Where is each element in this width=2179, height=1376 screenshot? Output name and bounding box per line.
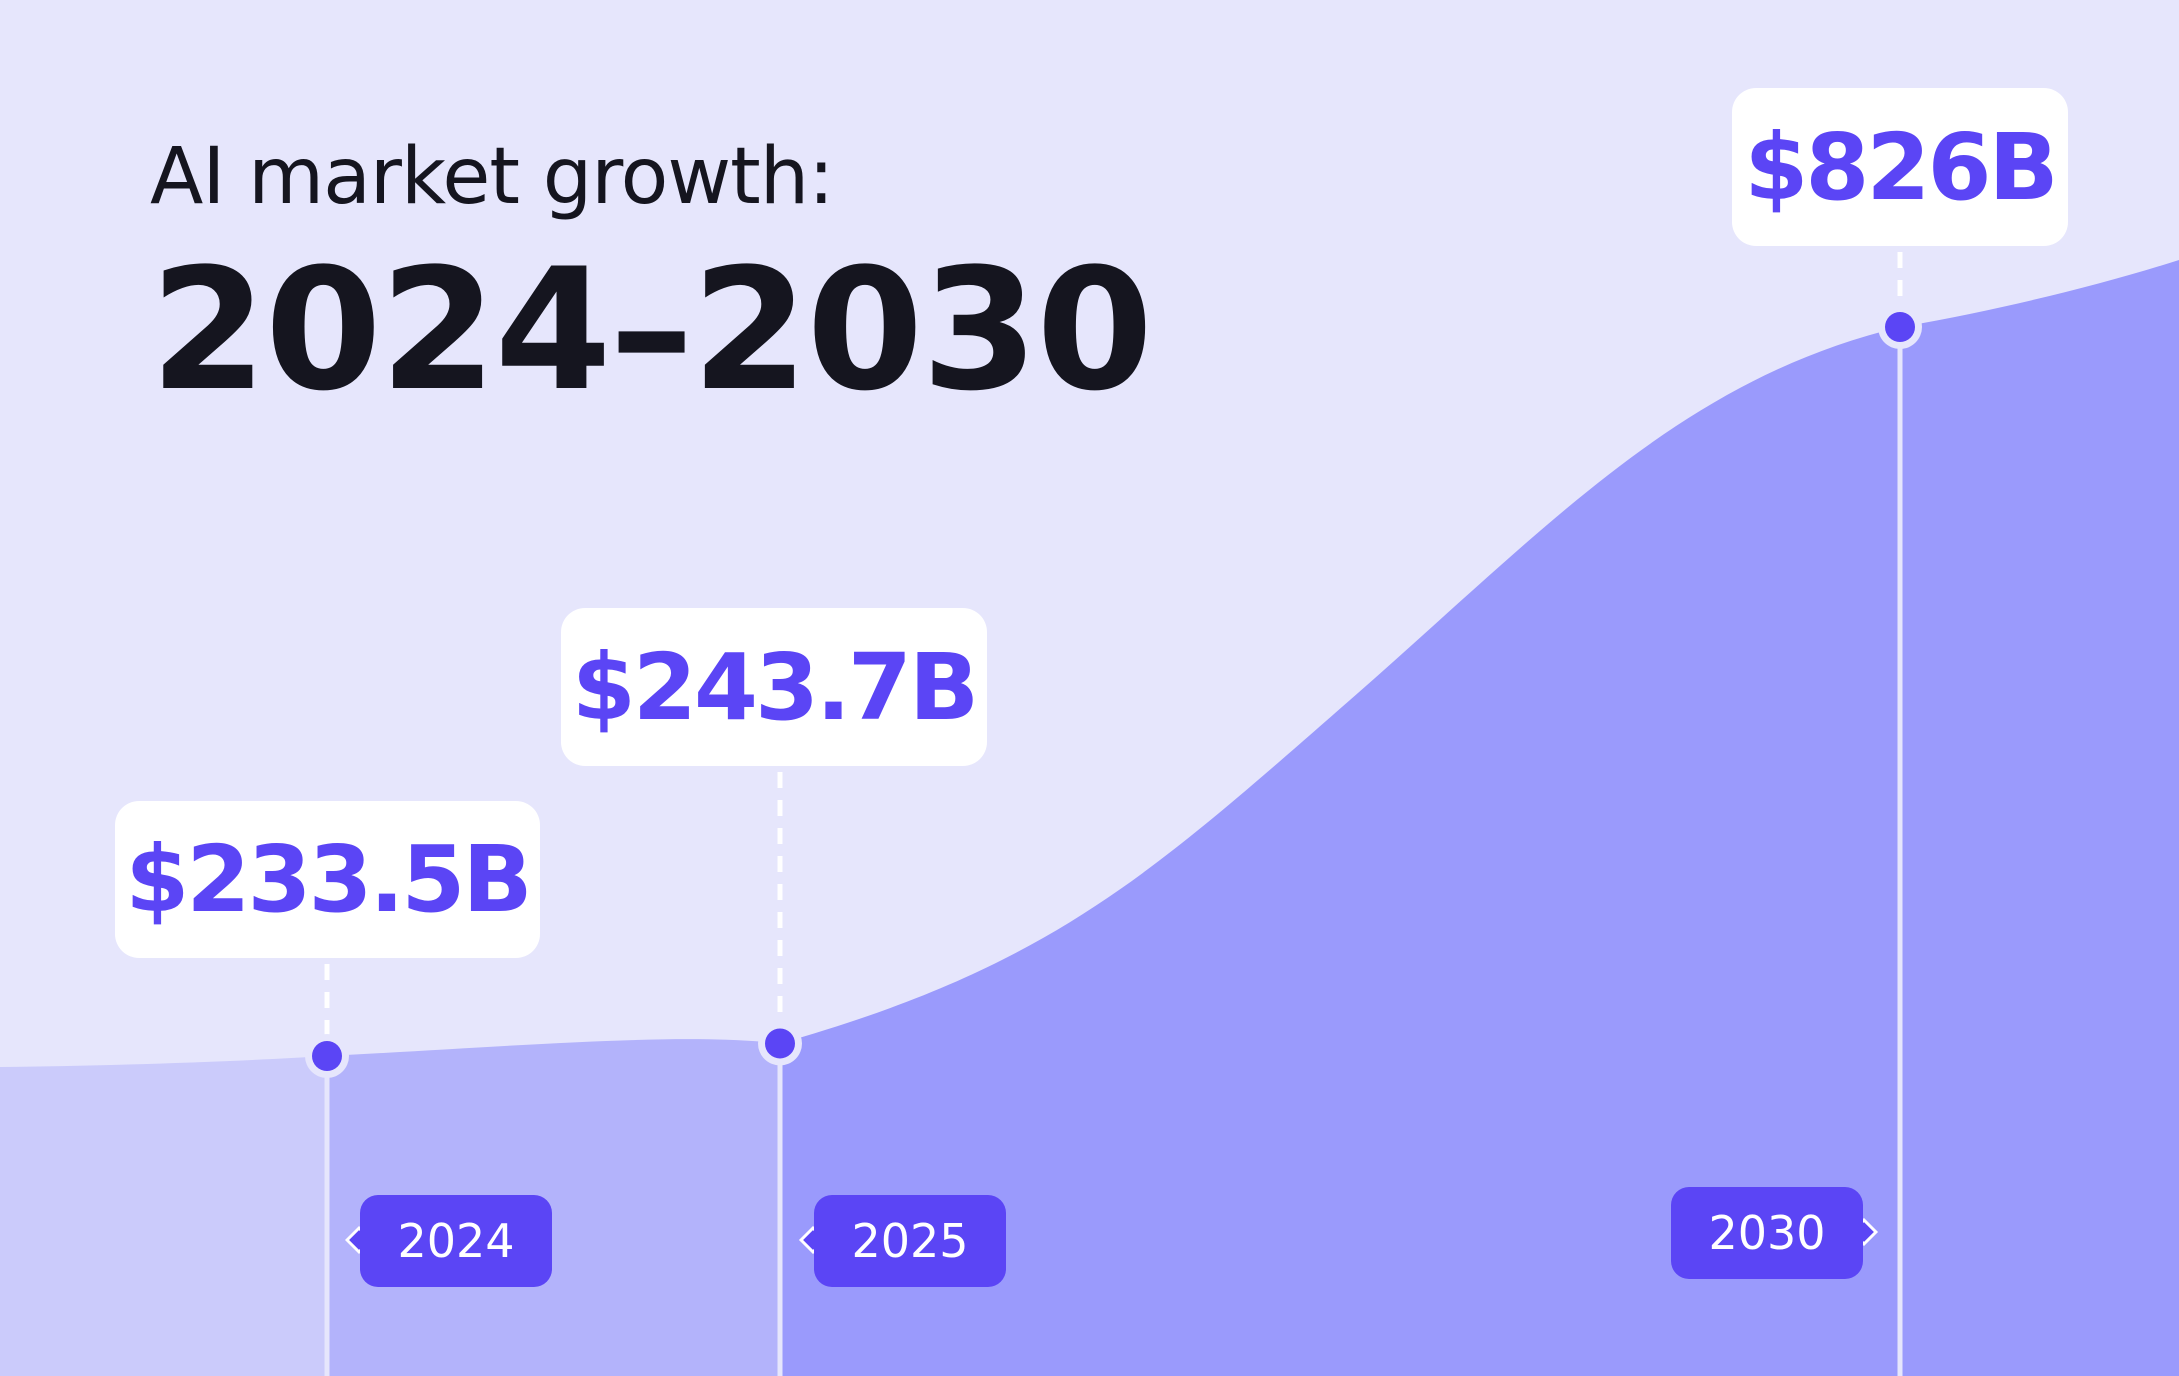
area-segment-2024-2025	[327, 1039, 780, 1376]
year-tag-2025: 2025	[814, 1195, 1006, 1287]
year-tag-2024: 2024	[360, 1195, 552, 1287]
data-point-2024	[312, 1041, 342, 1071]
data-point-2025	[765, 1028, 795, 1059]
value-label-2024: $233.5B	[115, 801, 540, 958]
chart-subtitle: 2024–2030	[150, 232, 1153, 428]
data-point-2030	[1885, 312, 1915, 342]
area-segment-2025-2030	[780, 260, 2179, 1376]
value-label-2030: $826B	[1732, 88, 2068, 246]
chart-title: AI market growth:	[150, 132, 834, 222]
chart-heading: AI market growth: 2024–2030	[150, 132, 1153, 428]
area-segment-pre-2024	[0, 1056, 327, 1376]
year-tag-2030: 2030	[1671, 1187, 1863, 1279]
value-label-2025: $243.7B	[561, 608, 987, 766]
